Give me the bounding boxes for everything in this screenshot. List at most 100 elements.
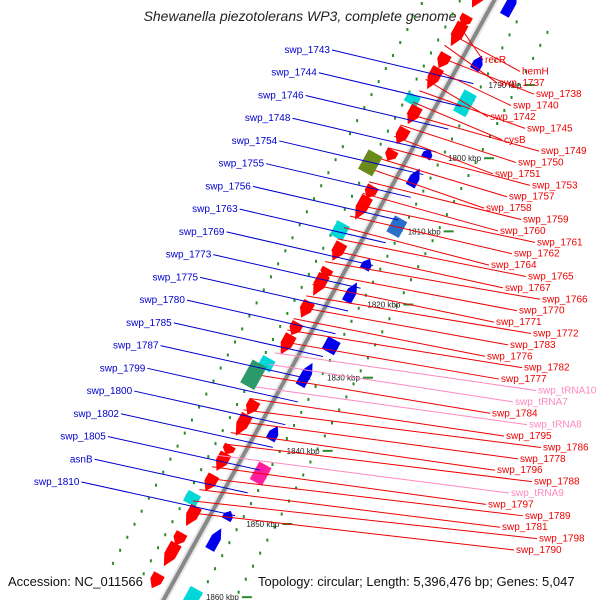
gene-label-swp-1763[interactable]: swp_1763 — [192, 204, 238, 215]
gene-label-swp-1778[interactable]: swp_1778 — [520, 454, 566, 465]
leader-line — [425, 78, 489, 118]
guide-dot — [377, 80, 380, 84]
leader-line — [200, 276, 349, 312]
gene-label-swp-1755[interactable]: swp_1755 — [218, 159, 264, 170]
gene-label-asnb[interactable]: asnB — [70, 454, 93, 465]
gene-label-swp-1769[interactable]: swp_1769 — [179, 227, 225, 238]
guide-dot — [443, 150, 446, 154]
gene-label-recr[interactable]: recR — [485, 55, 506, 66]
gene-arrow — [395, 125, 411, 145]
gene-label-swp-1753[interactable]: swp_1753 — [532, 180, 578, 191]
leader-line — [236, 420, 519, 460]
guide-dot — [322, 246, 325, 250]
gene-label-swp-1787[interactable]: swp_1787 — [113, 341, 159, 352]
gene-label-swp-1799[interactable]: swp_1799 — [100, 363, 146, 374]
gene-label-swp-1786[interactable]: swp_1786 — [543, 442, 589, 453]
guide-dot — [429, 176, 432, 180]
gene-label-swp-1758[interactable]: swp_1758 — [486, 203, 532, 214]
gene-label-swp-1742[interactable]: swp_1742 — [490, 112, 536, 123]
gene-arrow — [450, 20, 469, 47]
gene-label-swp-1750[interactable]: swp_1750 — [518, 158, 564, 169]
guide-dot — [212, 379, 215, 383]
scale-label: 1790 kbp — [488, 81, 521, 90]
gene-label-cysb[interactable]: cysB — [504, 135, 526, 146]
gene-label-swp-1802[interactable]: swp_1802 — [73, 409, 119, 420]
guide-dot — [409, 278, 412, 282]
gene-label-swp-1743[interactable]: swp_1743 — [284, 45, 330, 56]
gene-label-swp-1777[interactable]: swp_1777 — [501, 374, 547, 385]
gene-label-hemh[interactable]: hemH — [522, 66, 549, 77]
guide-dot — [501, 46, 504, 50]
gene-label-swp-1738[interactable]: swp_1738 — [536, 89, 582, 100]
gene-arrow — [173, 530, 188, 546]
gene-label-swp-1788[interactable]: swp_1788 — [534, 477, 580, 488]
guide-dot — [243, 390, 246, 394]
guide-dot — [183, 431, 186, 435]
gene-label-swp-1749[interactable]: swp_1749 — [541, 146, 587, 157]
guide-dot — [271, 463, 274, 467]
gene-label-swp-trna9[interactable]: swp_tRNA9 — [511, 488, 564, 499]
leader-line — [173, 322, 324, 357]
gene-label-swp-1765[interactable]: swp_1765 — [528, 272, 574, 283]
guide-dot — [370, 93, 373, 97]
scale-label: 1810 kbp — [408, 227, 441, 236]
scale-label: 1830 kbp — [327, 374, 360, 383]
gene-label-swp-1810[interactable]: swp_1810 — [34, 477, 80, 488]
gene-label-swp-1775[interactable]: swp_1775 — [153, 272, 199, 283]
gene-label-swp-1797[interactable]: swp_1797 — [488, 499, 534, 510]
gene-label-swp-1785[interactable]: swp_1785 — [126, 318, 172, 329]
gene-label-swp-1795[interactable]: swp_1795 — [506, 431, 552, 442]
gene-label-swp-1744[interactable]: swp_1744 — [271, 68, 317, 79]
gene-label-swp-1760[interactable]: swp_1760 — [500, 226, 546, 237]
gene-label-swp-1773[interactable]: swp_1773 — [166, 250, 212, 261]
gene-label-swp-1761[interactable]: swp_1761 — [537, 237, 583, 248]
gene-label-swp-1782[interactable]: swp_1782 — [524, 363, 570, 374]
gene-label-swp-1776[interactable]: swp_1776 — [487, 351, 533, 362]
gene-label-swp-1805[interactable]: swp_1805 — [60, 432, 106, 443]
leader-line — [186, 511, 515, 551]
gene-label-swp-1800[interactable]: swp_1800 — [87, 386, 133, 397]
gene-label-swp-1767[interactable]: swp_1767 — [505, 283, 551, 294]
gene-label-swp-1762[interactable]: swp_1762 — [514, 249, 560, 260]
guide-dot — [298, 223, 301, 227]
gene-label-swp-1789[interactable]: swp_1789 — [525, 511, 571, 522]
gene-label-swp-1772[interactable]: swp_1772 — [533, 328, 579, 339]
gene-label-swp-1796[interactable]: swp_1796 — [497, 465, 543, 476]
gene-label-swp-1751[interactable]: swp_1751 — [495, 169, 541, 180]
gene-label-swp-trna8[interactable]: swp_tRNA8 — [529, 420, 582, 431]
gene-arrow — [235, 411, 253, 436]
gene-arrow — [204, 472, 220, 492]
gene-arrow — [385, 147, 399, 161]
guide-dot — [133, 522, 136, 526]
gene-label-swp-1766[interactable]: swp_1766 — [542, 294, 588, 305]
guide-dot — [206, 580, 209, 584]
leader-line — [406, 113, 540, 152]
gene-label-swp-1748[interactable]: swp_1748 — [245, 113, 291, 124]
gene-label-swp-1790[interactable]: swp_1790 — [516, 545, 562, 556]
gene-label-swp-1740[interactable]: swp_1740 — [513, 101, 559, 112]
gene-label-swp-1771[interactable]: swp_1771 — [496, 317, 542, 328]
gene-label-swp-1759[interactable]: swp_1759 — [523, 215, 569, 226]
gene-label-swp-1770[interactable]: swp_1770 — [519, 306, 565, 317]
guide-dot — [264, 350, 267, 354]
gene-label-swp-1745[interactable]: swp_1745 — [527, 123, 573, 134]
guide-dot — [266, 538, 269, 542]
gene-label-swp-1783[interactable]: swp_1783 — [510, 340, 556, 351]
gene-label-swp-1780[interactable]: swp_1780 — [139, 295, 185, 306]
gene-label-swp-1781[interactable]: swp_1781 — [502, 522, 548, 533]
gene-label-swp-trna7[interactable]: swp_tRNA7 — [515, 397, 568, 408]
gene-label-swp-1754[interactable]: swp_1754 — [232, 136, 278, 147]
gene-label-swp-1764[interactable]: swp_1764 — [491, 260, 537, 271]
gene-label-swp-1757[interactable]: swp_1757 — [509, 192, 555, 203]
guide-dot — [235, 528, 238, 532]
gene-label-swp-1737[interactable]: swp_1737 — [499, 78, 545, 89]
gene-label-swp-1746[interactable]: swp_1746 — [258, 90, 304, 101]
gene-label-swp-1756[interactable]: swp_1756 — [205, 181, 251, 192]
gene-label-swp-trna10[interactable]: swp_tRNA10 — [538, 385, 597, 396]
leader-line — [224, 443, 533, 483]
guide-dot — [157, 546, 160, 550]
gene-label-swp-1784[interactable]: swp_1784 — [492, 408, 538, 419]
gene-label-swp-1798[interactable]: swp_1798 — [539, 534, 585, 545]
guide-dot — [399, 41, 402, 45]
guide-dot — [532, 56, 535, 60]
